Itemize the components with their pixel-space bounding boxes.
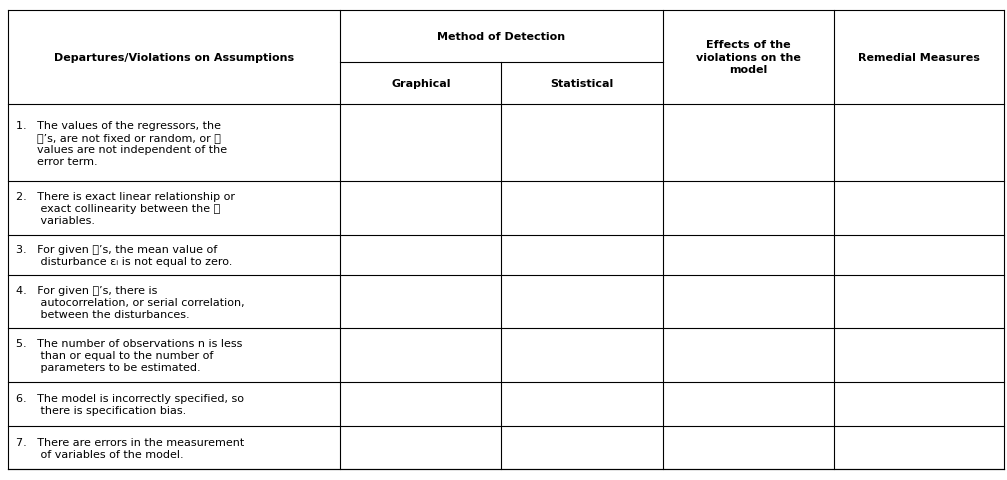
Text: 5.   The number of observations n is less
       than or equal to the number of
: 5. The number of observations n is less … xyxy=(16,338,243,372)
Text: 1.   The values of the regressors, the
      𝑋’s, are not fixed or random, or 𝑋
: 1. The values of the regressors, the 𝑋’s… xyxy=(16,120,228,166)
Text: 2.   There is exact linear relationship or
       exact collinearity between the: 2. There is exact linear relationship or… xyxy=(16,192,235,226)
Text: Departures/Violations on Assumptions: Departures/Violations on Assumptions xyxy=(54,53,294,62)
Text: 6.   The model is incorrectly specified, so
       there is specification bias.: 6. The model is incorrectly specified, s… xyxy=(16,393,244,415)
Text: Method of Detection: Method of Detection xyxy=(437,32,566,42)
Text: Effects of the
violations on the
model: Effects of the violations on the model xyxy=(696,40,801,75)
Text: 4.   For given 𝑋’s, there is
       autocorrelation, or serial correlation,
    : 4. For given 𝑋’s, there is autocorrelati… xyxy=(16,285,245,319)
Text: Graphical: Graphical xyxy=(391,79,451,89)
Text: 3.   For given 𝑋’s, the mean value of
       disturbance εᵢ is not equal to zero: 3. For given 𝑋’s, the mean value of dist… xyxy=(16,244,233,266)
Text: 7.   There are errors in the measurement
       of variables of the model.: 7. There are errors in the measurement o… xyxy=(16,437,245,458)
Text: Remedial Measures: Remedial Measures xyxy=(858,53,980,62)
Text: Statistical: Statistical xyxy=(551,79,613,89)
